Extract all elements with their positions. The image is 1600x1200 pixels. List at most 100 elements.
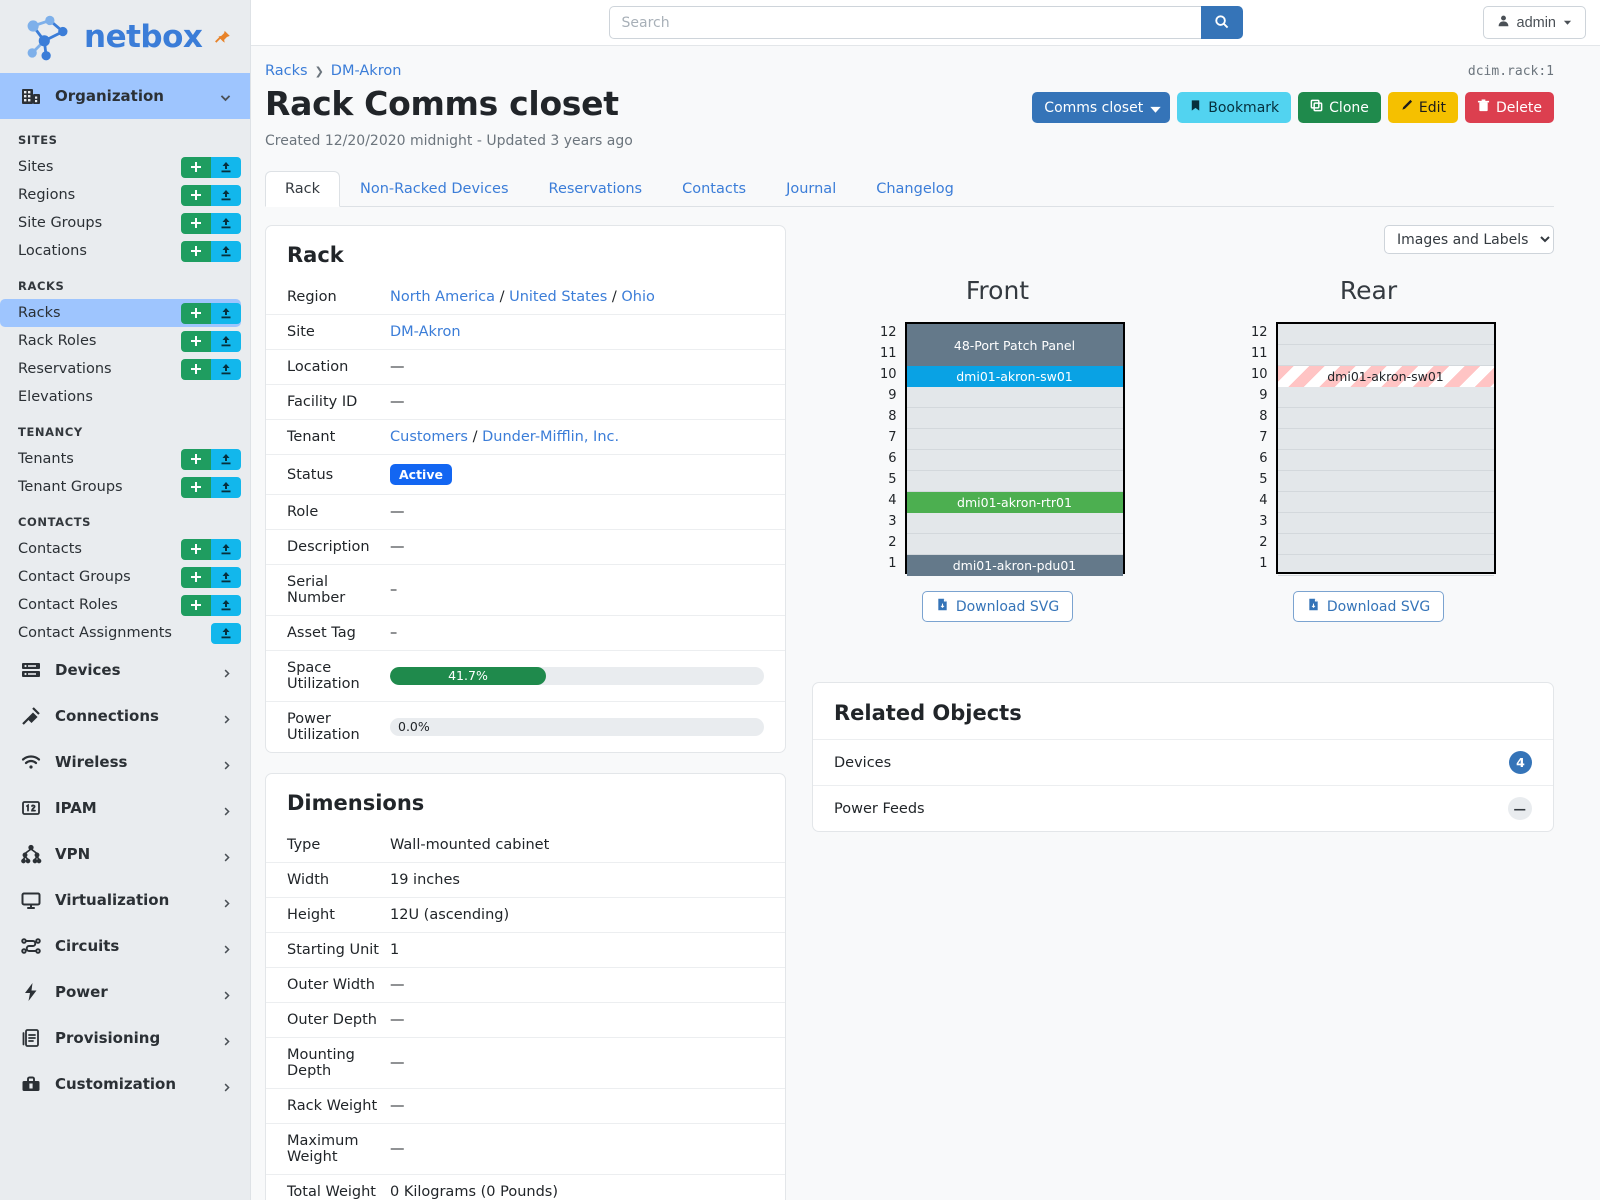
- import-contact-roles-button[interactable]: [211, 594, 241, 616]
- add-regions-button[interactable]: [181, 184, 211, 206]
- add-sites-button[interactable]: [181, 156, 211, 178]
- sidebar-item-reservations[interactable]: Reservations: [0, 355, 241, 383]
- tab-rack[interactable]: Rack: [265, 171, 341, 207]
- rack-unit-empty[interactable]: [1277, 429, 1494, 450]
- sidebar-item-power[interactable]: Power: [0, 969, 250, 1015]
- sidebar-item-contact-assignments[interactable]: Contact Assignments: [0, 619, 241, 647]
- sidebar-item-contact-groups[interactable]: Contact Groups: [0, 563, 241, 591]
- related-object-power-feeds[interactable]: Power Feeds —: [813, 785, 1553, 831]
- search-input[interactable]: [608, 6, 1201, 39]
- user-menu-button[interactable]: admin: [1482, 6, 1586, 39]
- sidebar-item-customization[interactable]: Customization: [0, 1061, 250, 1107]
- sidebar-item-contact-roles[interactable]: Contact Roles: [0, 591, 241, 619]
- rack-unit-empty[interactable]: [906, 471, 1123, 492]
- add-contact-roles-button[interactable]: [181, 594, 211, 616]
- elevation-display-select[interactable]: Images and LabelsImages onlyLabels only: [1384, 225, 1554, 254]
- sidebar-group-organization[interactable]: Organization: [0, 73, 250, 119]
- tab-contacts[interactable]: Contacts: [682, 181, 747, 197]
- import-regions-button[interactable]: [211, 184, 241, 206]
- clone-button[interactable]: Clone: [1298, 92, 1381, 123]
- download-svg-front-button[interactable]: Download SVG: [921, 591, 1074, 622]
- add-tenants-button[interactable]: [181, 448, 211, 470]
- sidebar-item-regions[interactable]: Regions: [0, 181, 241, 209]
- sidebar-item-vpn[interactable]: VPN: [0, 831, 250, 877]
- sidebar-item-virtualization[interactable]: Virtualization: [0, 877, 250, 923]
- sidebar-item-elevations[interactable]: Elevations: [0, 383, 241, 411]
- sidebar-item-tenants[interactable]: Tenants: [0, 445, 241, 473]
- rack-unit-empty[interactable]: [1277, 387, 1494, 408]
- sidebar-item-circuits[interactable]: Circuits: [0, 923, 250, 969]
- rack-unit-empty[interactable]: [1277, 555, 1494, 576]
- sidebar-item-racks[interactable]: Racks: [0, 299, 241, 327]
- rack-unit-empty[interactable]: [1277, 450, 1494, 471]
- rack-unit-empty[interactable]: [1277, 492, 1494, 513]
- related-object-devices[interactable]: Devices 4: [813, 739, 1553, 785]
- rack-unit-empty[interactable]: [1277, 534, 1494, 555]
- value-link[interactable]: United States: [509, 289, 608, 305]
- add-site-groups-button[interactable]: [181, 212, 211, 234]
- import-locations-button[interactable]: [211, 240, 241, 262]
- tab-reservations[interactable]: Reservations: [548, 181, 643, 197]
- sidebar-item-ipam[interactable]: IPAM: [0, 785, 250, 831]
- import-contact-assignments-button[interactable]: [211, 622, 241, 644]
- sidebar-item-devices[interactable]: Devices: [0, 647, 250, 693]
- value-link[interactable]: Ohio: [621, 289, 655, 305]
- add-locations-button[interactable]: [181, 240, 211, 262]
- import-tenants-button[interactable]: [211, 448, 241, 470]
- tab-changelog[interactable]: Changelog: [876, 181, 954, 197]
- add-contacts-button[interactable]: [181, 538, 211, 560]
- value-link[interactable]: DM-Akron: [390, 324, 461, 340]
- sidebar-item-provisioning[interactable]: Provisioning: [0, 1015, 250, 1061]
- import-reservations-button[interactable]: [211, 358, 241, 380]
- rack-unit-empty[interactable]: [906, 408, 1123, 429]
- add-rack-roles-button[interactable]: [181, 330, 211, 352]
- sidebar-item-sites[interactable]: Sites: [0, 153, 241, 181]
- bookmark-button[interactable]: Bookmark: [1177, 92, 1292, 123]
- search-submit-button[interactable]: [1200, 6, 1243, 39]
- comms-closet-button[interactable]: Comms closet: [1032, 92, 1171, 123]
- breadcrumb-link[interactable]: Racks: [265, 63, 308, 79]
- rack-unit-empty[interactable]: [1277, 345, 1494, 366]
- value-link[interactable]: Customers: [390, 429, 468, 445]
- add-tenant-groups-button[interactable]: [181, 476, 211, 498]
- breadcrumb-link[interactable]: DM-Akron: [330, 63, 402, 79]
- rack-unit-empty[interactable]: [1277, 513, 1494, 534]
- rack-unit-empty[interactable]: [906, 387, 1123, 408]
- rack-unit-empty[interactable]: [906, 450, 1123, 471]
- rack-unit-empty[interactable]: [906, 429, 1123, 450]
- rack-device[interactable]: 48-Port Patch Panel: [906, 324, 1123, 366]
- pin-icon[interactable]: [214, 28, 232, 46]
- delete-button[interactable]: Delete: [1465, 92, 1554, 123]
- add-racks-button[interactable]: [181, 302, 211, 324]
- sidebar-item-connections[interactable]: Connections: [0, 693, 250, 739]
- rack-device[interactable]: dmi01-akron-sw01: [906, 366, 1123, 387]
- rack-unit-empty[interactable]: [1277, 471, 1494, 492]
- rack-unit-empty[interactable]: [1277, 408, 1494, 429]
- add-contact-groups-button[interactable]: [181, 566, 211, 588]
- sidebar-item-wireless[interactable]: Wireless: [0, 739, 250, 785]
- sidebar-item-rack-roles[interactable]: Rack Roles: [0, 327, 241, 355]
- import-tenant-groups-button[interactable]: [211, 476, 241, 498]
- brand-header[interactable]: netbox: [0, 0, 250, 73]
- rack-unit-empty[interactable]: [1277, 324, 1494, 345]
- import-sites-button[interactable]: [211, 156, 241, 178]
- rack-device[interactable]: dmi01-akron-pdu01: [906, 555, 1123, 576]
- add-reservations-button[interactable]: [181, 358, 211, 380]
- import-rack-roles-button[interactable]: [211, 330, 241, 352]
- rack-unit-empty[interactable]: [906, 513, 1123, 534]
- rack-unit-empty[interactable]: [906, 534, 1123, 555]
- value-link[interactable]: North America: [390, 289, 495, 305]
- tab-journal[interactable]: Journal: [786, 181, 837, 197]
- sidebar-item-tenant-groups[interactable]: Tenant Groups: [0, 473, 241, 501]
- value-link[interactable]: Dunder-Mifflin, Inc.: [482, 429, 620, 445]
- sidebar-item-contacts[interactable]: Contacts: [0, 535, 241, 563]
- rack-device[interactable]: dmi01-akron-rtr01: [906, 492, 1123, 513]
- import-racks-button[interactable]: [211, 302, 241, 324]
- download-svg-rear-button[interactable]: Download SVG: [1292, 591, 1445, 622]
- rack-device[interactable]: dmi01-akron-sw01: [1277, 366, 1494, 387]
- tab-non-racked-devices[interactable]: Non-Racked Devices: [360, 181, 509, 197]
- import-contacts-button[interactable]: [211, 538, 241, 560]
- edit-button[interactable]: Edit: [1387, 92, 1458, 123]
- sidebar-item-site-groups[interactable]: Site Groups: [0, 209, 241, 237]
- import-site-groups-button[interactable]: [211, 212, 241, 234]
